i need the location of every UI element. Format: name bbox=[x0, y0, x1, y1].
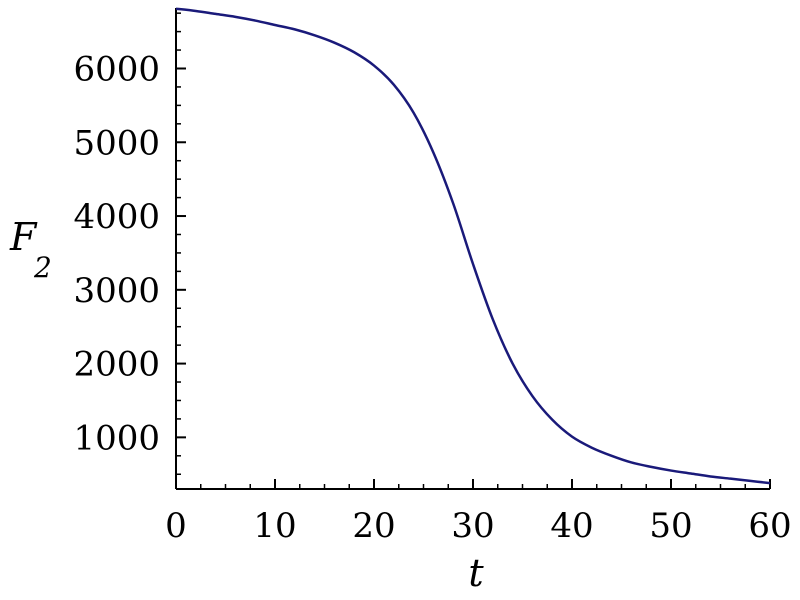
x-tick-label: 30 bbox=[451, 506, 494, 546]
series bbox=[175, 7, 771, 485]
x-tick-label: 0 bbox=[165, 506, 187, 546]
x-tick-label: 20 bbox=[352, 506, 395, 546]
x-tick-label: 40 bbox=[550, 506, 593, 546]
y-tick-label: 6000 bbox=[73, 49, 160, 89]
y-axis-label-subscript: 2 bbox=[33, 251, 52, 284]
labels: t F 2 bbox=[9, 215, 484, 595]
y-tick-label: 4000 bbox=[73, 197, 160, 237]
y-tick-label: 5000 bbox=[73, 123, 160, 163]
x-tick-label: 50 bbox=[649, 506, 692, 546]
x-axis-label: t bbox=[468, 551, 484, 595]
y-tick-label: 3000 bbox=[73, 271, 160, 311]
axes bbox=[175, 8, 770, 490]
y-tick-label: 1000 bbox=[73, 418, 160, 458]
y-tick-label: 2000 bbox=[73, 345, 160, 385]
y-axis-label: F bbox=[9, 215, 38, 259]
x-tick-label: 60 bbox=[748, 506, 791, 546]
x-tick-label: 10 bbox=[253, 506, 296, 546]
series-line-0 bbox=[175, 7, 771, 485]
ticks: 0 10 20 30 40 50 60 1000 2000 3000 4000 5000 6000 bbox=[73, 12, 792, 546]
